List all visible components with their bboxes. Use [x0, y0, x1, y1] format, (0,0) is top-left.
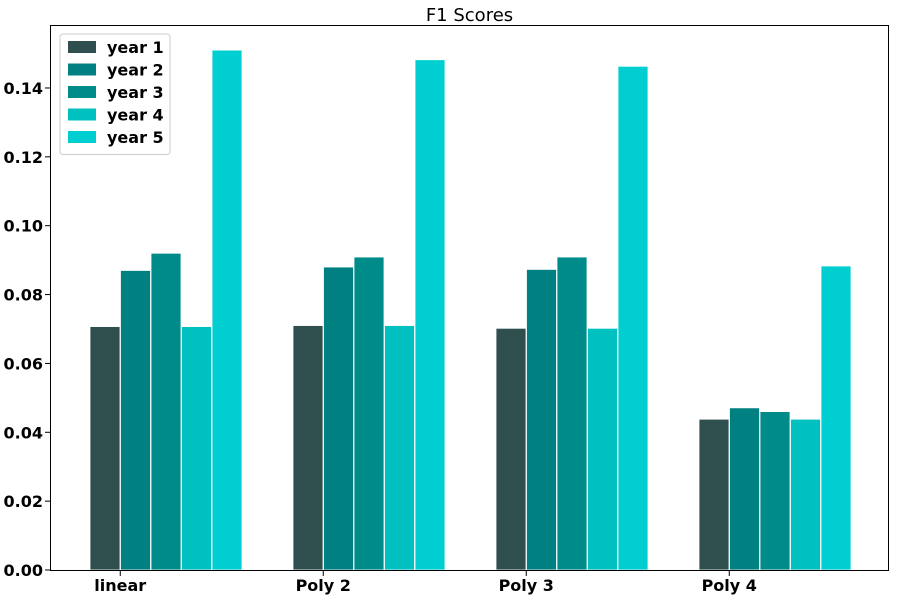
bar-poly-2-year-1 — [292, 325, 324, 571]
bar-poly-4-year-3 — [759, 411, 791, 571]
bar-poly-2-year-2 — [323, 266, 354, 571]
legend-label: year 5 — [107, 128, 164, 147]
y-axis: 0.00 0.02 0.04 0.06 0.08 0.10 0.12 0.14 — [4, 79, 51, 580]
bar-linear-year-3 — [150, 252, 182, 571]
legend-label: year 3 — [107, 83, 164, 102]
x-axis: linear Poly 2 Poly 3 Poly 4 — [94, 570, 757, 595]
bar-linear-year-1 — [89, 326, 121, 571]
legend-swatch — [68, 63, 96, 76]
bar-poly-4-year-2 — [729, 407, 760, 571]
legend-swatch — [68, 108, 96, 121]
bar-poly-2-year-3 — [353, 256, 385, 571]
y-tick-label: 0.00 — [4, 561, 43, 580]
legend-label: year 4 — [107, 106, 164, 125]
y-tick-label: 0.12 — [4, 148, 43, 167]
bar-linear-year-4 — [181, 326, 212, 571]
bar-poly-3-year-3 — [556, 256, 588, 571]
legend-swatch — [68, 131, 96, 143]
bars-layer — [89, 49, 852, 571]
bar-linear-year-2 — [120, 270, 151, 571]
y-tick-label: 0.14 — [4, 79, 43, 98]
x-tick-label: Poly 2 — [296, 576, 351, 595]
bar-poly-3-year-1 — [495, 327, 527, 571]
bar-poly-3-year-2 — [526, 269, 557, 571]
y-tick-label: 0.04 — [4, 423, 43, 442]
legend-label: year 1 — [107, 38, 164, 57]
bar-poly-3-year-5 — [617, 65, 649, 571]
x-tick-label: linear — [94, 576, 146, 595]
plot-frame — [50, 25, 889, 571]
legend: year 1 year 2 year 3 year 4 year 5 — [59, 33, 171, 155]
bar-linear-year-5 — [211, 49, 243, 571]
x-tick-label: Poly 3 — [499, 576, 554, 595]
y-tick-label: 0.02 — [4, 492, 43, 511]
y-tick-label: 0.06 — [4, 354, 43, 373]
legend-swatch — [68, 41, 96, 53]
y-tick-label: 0.08 — [4, 286, 43, 305]
legend-label: year 2 — [107, 61, 164, 80]
bar-poly-4-year-5 — [820, 265, 852, 571]
y-tick-label: 0.10 — [4, 217, 43, 236]
legend-swatch — [68, 86, 96, 98]
x-tick-label: Poly 4 — [702, 576, 757, 595]
bar-poly-3-year-4 — [587, 327, 618, 571]
bar-poly-2-year-5 — [414, 59, 446, 571]
chart-title: F1 Scores — [426, 5, 513, 26]
bar-poly-4-year-4 — [790, 418, 821, 571]
bar-poly-2-year-4 — [384, 325, 415, 571]
bar-poly-4-year-1 — [698, 418, 730, 571]
